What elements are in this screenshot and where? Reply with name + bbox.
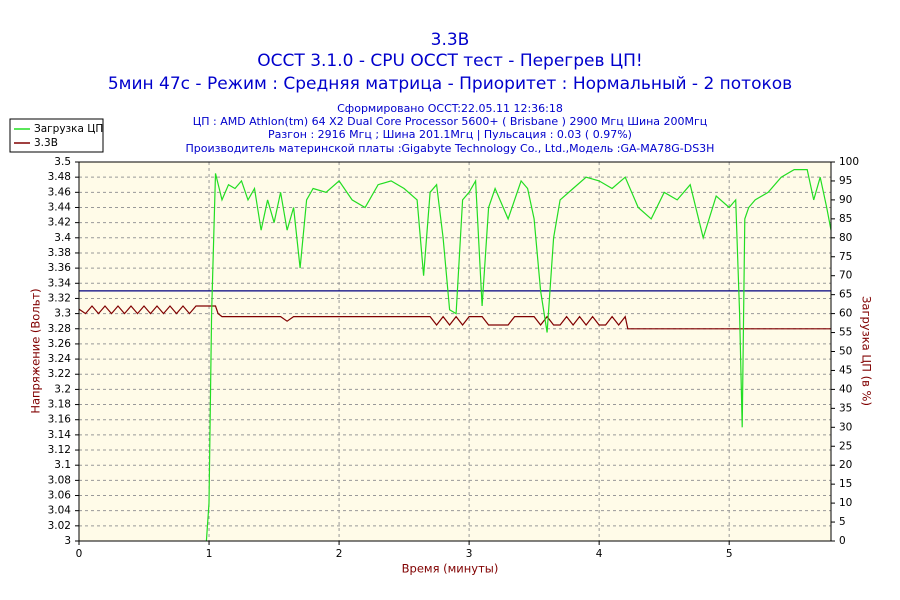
- legend: [9, 118, 104, 153]
- y2-tick-label: 35: [839, 402, 852, 414]
- y-tick-label: 3.38: [48, 247, 71, 259]
- x-tick-label: 1: [206, 548, 213, 560]
- y-tick-label: 3.16: [48, 414, 72, 426]
- y2-tick-label: 55: [839, 327, 852, 339]
- y-tick-label: 3.28: [48, 323, 71, 335]
- y-tick-label: 3.26: [48, 338, 72, 350]
- plot-frame: [78, 161, 832, 542]
- y2-tick-label: 70: [839, 270, 852, 282]
- y2-tick-label: 85: [839, 213, 852, 225]
- y-tick-label: 3.36: [48, 262, 72, 274]
- y-tick-label: 3.02: [48, 520, 71, 532]
- y2-axis-label: Загрузка ЦП (в %): [860, 296, 874, 406]
- y2-tick-label: 100: [839, 156, 859, 168]
- y-tick-label: 3.5: [54, 156, 71, 168]
- info-line: Разгон : 2916 Мгц ; Шина 201.1Мгц | Пуль…: [268, 128, 632, 141]
- y2-tick-label: 10: [839, 497, 852, 509]
- y-tick-label: 3.12: [48, 444, 71, 456]
- x-tick-label: 2: [336, 548, 343, 560]
- y-tick-label: 3.04: [48, 505, 72, 517]
- y2-tick-label: 30: [839, 421, 852, 433]
- y2-tick-label: 5: [839, 516, 846, 528]
- y2-tick-label: 45: [839, 364, 852, 376]
- y-tick-label: 3.2: [54, 383, 71, 395]
- y-tick-label: 3.34: [48, 277, 72, 289]
- chart-subtitle: OCCT 3.1.0 - CPU OCCT тест - Перегрев ЦП…: [257, 51, 642, 71]
- y-tick-label: 3.08: [48, 474, 71, 486]
- y-tick-label: 3: [64, 535, 71, 547]
- chart-title: 3.3В: [431, 30, 470, 50]
- plot-area: [79, 162, 831, 541]
- y2-tick-label: 65: [839, 289, 852, 301]
- y2-tick-label: 60: [839, 308, 852, 320]
- y-tick-label: 3.3: [54, 308, 71, 320]
- y2-tick-label: 40: [839, 383, 852, 395]
- x-tick-label: 4: [596, 548, 603, 560]
- y2-tick-label: 90: [839, 194, 852, 206]
- legend-label: 3.3В: [34, 137, 58, 149]
- y-tick-label: 3.46: [48, 186, 72, 198]
- info-line: Сформировано OCCT:22.05.11 12:36:18: [337, 102, 563, 115]
- info-line: Производитель материнской платы :Gigabyt…: [186, 142, 715, 155]
- x-tick-label: 0: [76, 548, 83, 560]
- legend-label: Загрузка ЦП: [34, 123, 103, 135]
- y-tick-label: 3.32: [48, 292, 71, 304]
- y-tick-label: 3.22: [48, 368, 71, 380]
- y-tick-label: 3.1: [54, 459, 71, 471]
- y2-tick-label: 20: [839, 459, 852, 471]
- y-tick-label: 3.14: [48, 429, 72, 441]
- info-line: ЦП : AMD Athlon(tm) 64 X2 Dual Core Proc…: [193, 115, 708, 128]
- y2-tick-label: 95: [839, 175, 852, 187]
- y-tick-label: 3.24: [48, 353, 72, 365]
- y2-tick-label: 75: [839, 251, 852, 263]
- y2-tick-label: 25: [839, 440, 852, 452]
- y-axis-label: Напряжение (Вольт): [29, 288, 43, 413]
- y-tick-label: 3.06: [48, 490, 72, 502]
- y-tick-label: 3.44: [48, 201, 72, 213]
- series-line: [205, 169, 832, 542]
- y2-tick-label: 50: [839, 346, 852, 358]
- chart-subtitle: 5мин 47с - Режим : Средняя матрица - При…: [108, 74, 792, 94]
- x-axis-label: Время (минуты): [402, 562, 499, 576]
- x-tick-label: 5: [726, 548, 733, 560]
- y-tick-label: 3.4: [54, 232, 71, 244]
- y-tick-label: 3.48: [48, 171, 71, 183]
- y-tick-label: 3.18: [48, 399, 71, 411]
- y2-tick-label: 80: [839, 232, 852, 244]
- y-tick-label: 3.42: [48, 217, 71, 229]
- x-tick-label: 3: [466, 548, 473, 560]
- y2-tick-label: 0: [839, 535, 846, 547]
- series-line: [78, 305, 831, 330]
- y2-tick-label: 15: [839, 478, 852, 490]
